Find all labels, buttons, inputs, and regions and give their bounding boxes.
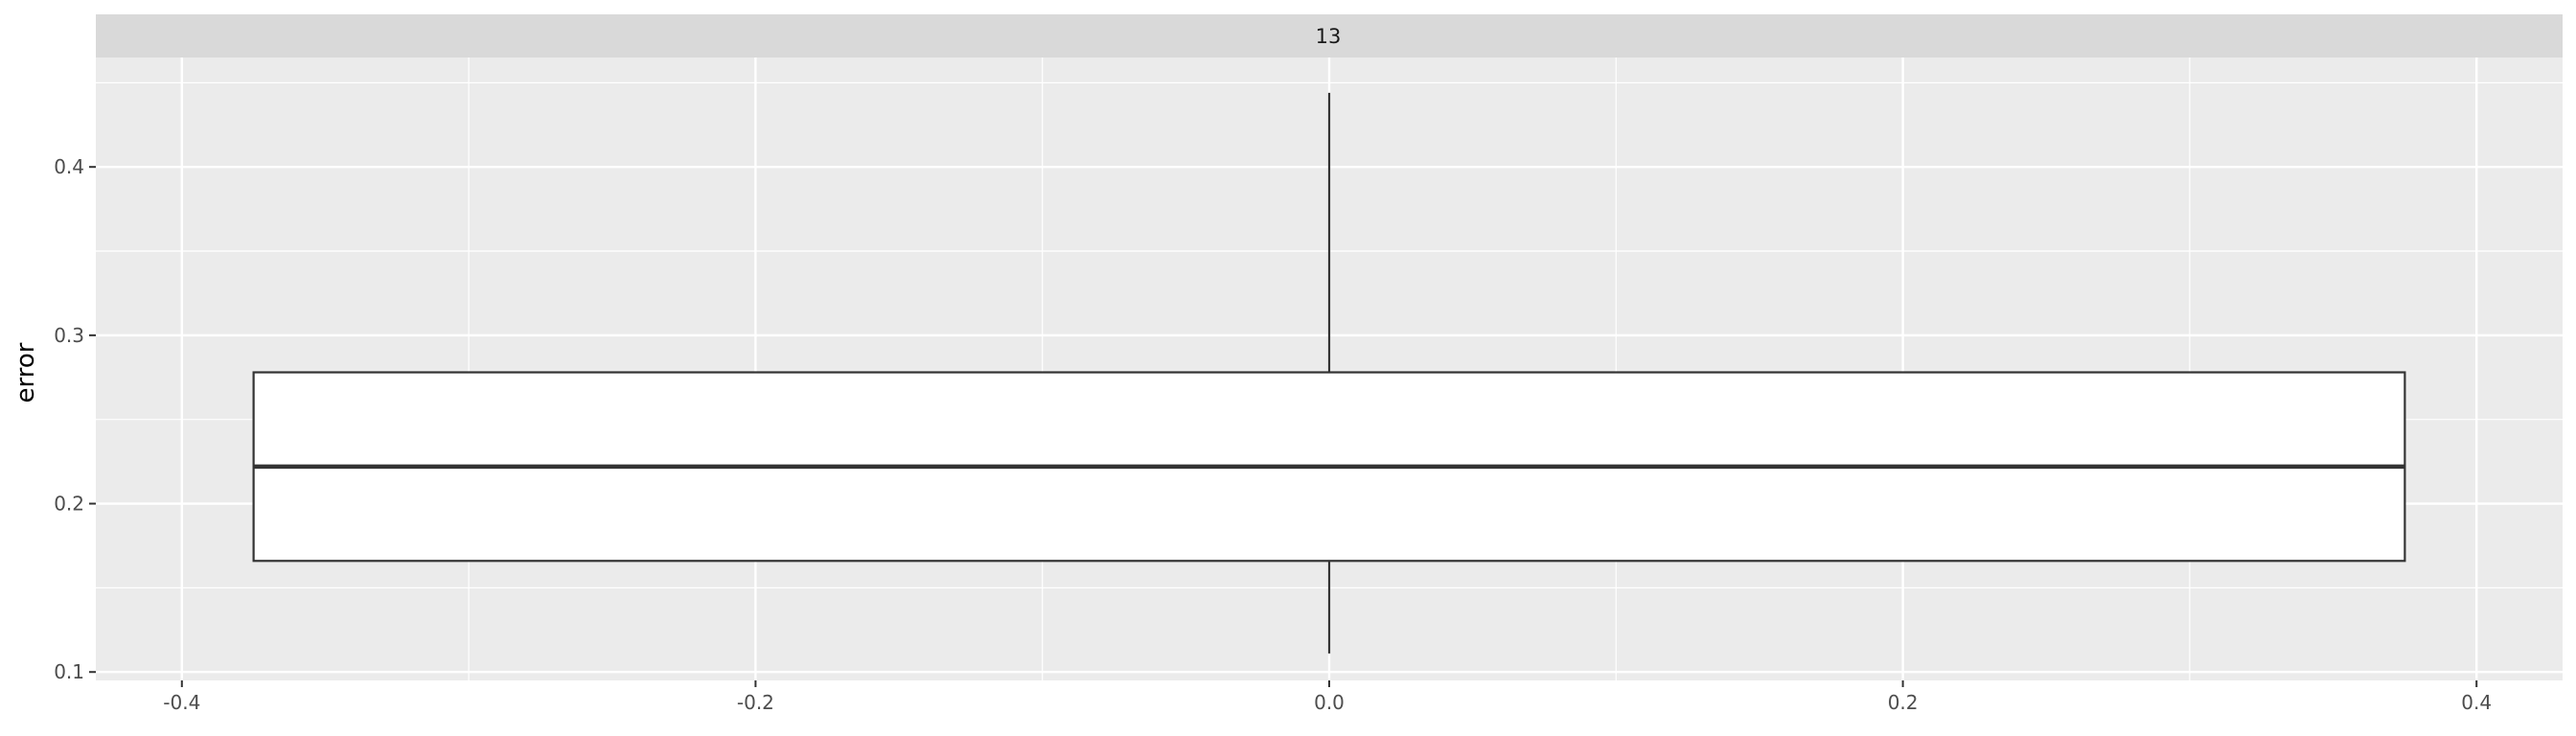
facet-strip-label: 13 — [1316, 25, 1342, 48]
strip-background — [96, 14, 2563, 58]
y-axis-title: error — [12, 342, 40, 402]
x-tick-label: 0.0 — [1314, 691, 1345, 714]
x-tick-label: -0.4 — [163, 691, 200, 714]
y-tick-label: 0.3 — [54, 324, 84, 347]
y-tick-label: 0.4 — [54, 155, 84, 178]
y-tick-label: 0.2 — [54, 493, 84, 516]
x-tick-label: -0.2 — [737, 691, 774, 714]
y-tick-label: 0.1 — [54, 660, 84, 683]
x-tick-label: 0.4 — [2461, 691, 2492, 714]
boxplot — [252, 92, 2406, 654]
x-axis: -0.4 -0.2 0.0 0.2 0.4 — [163, 680, 2492, 714]
y-axis: 0.1 0.2 0.3 0.4 — [54, 155, 96, 683]
x-tick-label: 0.2 — [1888, 691, 1919, 714]
